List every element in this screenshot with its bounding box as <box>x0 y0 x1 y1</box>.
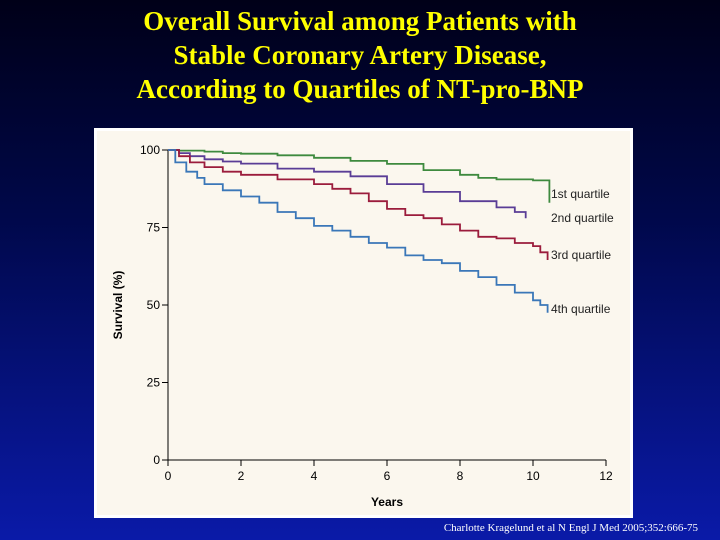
x-tick-label-8: 8 <box>457 469 464 483</box>
x-tick-label-12: 12 <box>599 469 613 483</box>
series-line-1 <box>168 149 551 203</box>
legend-label-3: 3rd quartile <box>551 248 611 262</box>
y-tick-label-100: 100 <box>140 143 160 157</box>
series-line-2 <box>168 149 527 219</box>
x-axis-title: Years <box>371 495 403 509</box>
slide-title: Overall Survival among Patients with Sta… <box>0 4 720 106</box>
x-tick-label-10: 10 <box>526 469 540 483</box>
series-line-3 <box>168 149 549 260</box>
x-tick-label-2: 2 <box>238 469 245 483</box>
y-axis-title: Survival (%) <box>111 271 125 340</box>
legend-label-2: 2nd quartile <box>551 211 614 225</box>
y-tick-label-25: 25 <box>147 376 161 390</box>
y-tick-label-75: 75 <box>147 221 161 235</box>
title-line-1: Overall Survival among Patients with <box>143 6 577 36</box>
x-tick-label-6: 6 <box>384 469 391 483</box>
series-line-4 <box>168 149 549 313</box>
plot-background <box>97 131 630 515</box>
y-tick-label-50: 50 <box>147 298 161 312</box>
title-line-3: According to Quartiles of NT-pro-BNP <box>136 74 584 104</box>
y-tick-label-0: 0 <box>153 453 160 467</box>
survival-chart: 0 25 50 75 100 0 2 4 6 8 10 12 Years Survival (%) 1st … <box>97 131 630 515</box>
title-line-2: Stable Coronary Artery Disease, <box>173 40 547 70</box>
legend-label-4: 4th quartile <box>551 302 611 316</box>
x-tick-label-4: 4 <box>311 469 318 483</box>
chart-panel: 0 25 50 75 100 0 2 4 6 8 10 12 Years Survival (%) 1st … <box>94 128 633 518</box>
legend-label-1: 1st quartile <box>551 187 610 201</box>
citation: Charlotte Kragelund et al N Engl J Med 2… <box>443 522 698 534</box>
x-tick-label-0: 0 <box>165 469 172 483</box>
